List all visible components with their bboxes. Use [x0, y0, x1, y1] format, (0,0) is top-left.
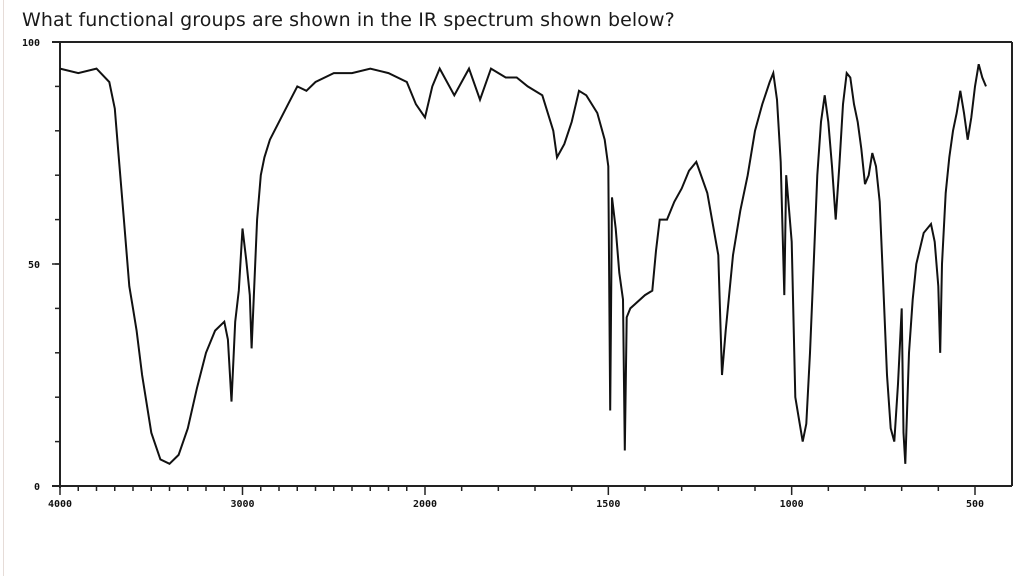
y-tick-label: 50	[28, 260, 40, 271]
plot-frame	[52, 41, 1013, 488]
x-tick-label: 1500	[596, 499, 620, 510]
y-tick-label: 100	[22, 38, 40, 49]
x-tick-label: 4000	[48, 499, 72, 510]
x-axis: 4000 3000 2000 1500 1000 500	[48, 486, 984, 510]
page-left-border	[3, 0, 4, 576]
spectrum-line	[59, 63, 987, 466]
question-text: What functional groups are shown in the …	[22, 9, 675, 31]
x-tick-label: 3000	[230, 499, 254, 510]
x-tick-label: 1000	[780, 499, 804, 510]
y-tick-label: 0	[34, 482, 40, 493]
x-tick-label: 500	[966, 499, 984, 510]
y-axis: 0 50 100	[22, 38, 60, 493]
x-tick-label: 2000	[413, 499, 437, 510]
